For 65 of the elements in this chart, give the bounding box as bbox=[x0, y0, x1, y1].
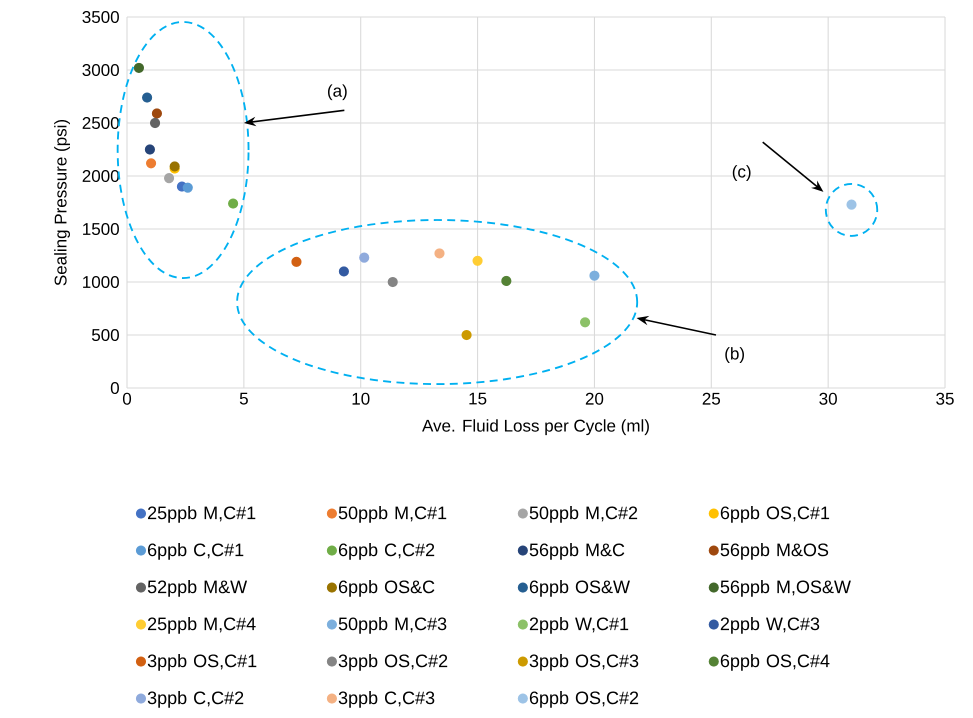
x-tick-label: 35 bbox=[936, 392, 954, 405]
y-tick-label: 1500 bbox=[83, 222, 119, 236]
point bbox=[846, 200, 857, 210]
y-tick-label: 0 bbox=[110, 382, 119, 394]
point bbox=[228, 198, 238, 209]
y-tick-label: 1000 bbox=[83, 276, 119, 288]
legend-label: 50ppb M,C#2 bbox=[530, 506, 638, 523]
point bbox=[134, 62, 144, 73]
annotation: (a) bbox=[328, 84, 347, 100]
legend-label: 3ppb C,C#2 bbox=[148, 691, 244, 708]
legend-label: 25ppb M,C#1 bbox=[148, 506, 256, 523]
legend-label: 50ppb M,C#3 bbox=[338, 617, 446, 634]
point bbox=[580, 317, 590, 328]
y-tick-label: 2000 bbox=[82, 170, 119, 182]
point bbox=[462, 330, 472, 340]
point bbox=[146, 158, 156, 168]
legend-label: 2ppb W,C#3 bbox=[720, 617, 820, 634]
y-tick-label: 2500 bbox=[82, 116, 119, 130]
point bbox=[182, 182, 193, 193]
legend-label: 6ppb C,C#2 bbox=[338, 543, 434, 560]
x-tick-label: 20 bbox=[586, 392, 604, 405]
x-axis-title: Ave. Fluid Loss per Cycle (ml) bbox=[422, 419, 649, 436]
point bbox=[150, 118, 160, 128]
point bbox=[434, 248, 445, 258]
y-axis-title: Sealing Pressure (psi) bbox=[54, 120, 70, 286]
legend-label: 6ppb OS&W bbox=[530, 580, 630, 597]
point bbox=[152, 108, 162, 119]
legend-label: 25ppb M,C#4 bbox=[148, 617, 256, 634]
legend-label: 3ppb C,C#3 bbox=[338, 691, 434, 708]
annotation: (c) bbox=[732, 165, 751, 181]
y-tick-label: 3000 bbox=[82, 64, 119, 76]
legend-label: 2ppb W,C#1 bbox=[530, 617, 628, 634]
legend-label: 50ppb M,C#1 bbox=[338, 506, 446, 523]
annotation: (b) bbox=[725, 347, 744, 363]
point bbox=[472, 256, 483, 266]
x-tick-label: 15 bbox=[469, 392, 486, 405]
y-tick-label: 500 bbox=[92, 328, 119, 342]
point bbox=[142, 92, 152, 103]
point bbox=[144, 144, 155, 155]
legend-label: 6ppb C,C#1 bbox=[148, 543, 244, 560]
y-tick-label: 3500 bbox=[82, 10, 119, 24]
legend-label: 52ppb M&W bbox=[148, 580, 248, 597]
legend-label: 6ppb OS,C#4 bbox=[720, 654, 830, 671]
legend-label: 3ppb OS,C#1 bbox=[148, 654, 256, 671]
point bbox=[501, 276, 512, 286]
x-tick-label: 25 bbox=[702, 392, 720, 405]
x-tick-label: 0 bbox=[122, 392, 132, 405]
x-tick-label: 30 bbox=[819, 392, 837, 405]
point bbox=[170, 161, 180, 172]
legend-label: 6ppb OS,C#2 bbox=[530, 691, 638, 708]
legend-label: 6ppb OS,C#1 bbox=[720, 506, 830, 523]
point bbox=[589, 270, 600, 281]
x-tick-label: 5 bbox=[240, 392, 248, 405]
point bbox=[338, 266, 349, 276]
x-tick-label: 10 bbox=[352, 392, 370, 405]
point bbox=[164, 173, 174, 184]
point bbox=[359, 252, 370, 263]
point bbox=[388, 276, 398, 288]
point bbox=[291, 256, 302, 267]
legend-label: 56ppb M&OS bbox=[720, 543, 828, 560]
legend-label: 3ppb OS,C#2 bbox=[338, 654, 448, 671]
legend-label: 56ppb M&C bbox=[530, 543, 624, 560]
legend-label: 3ppb OS,C#3 bbox=[530, 654, 638, 671]
legend-label: 56ppb M,OS&W bbox=[720, 580, 851, 597]
legend-label: 6ppb OS&C bbox=[338, 580, 434, 597]
